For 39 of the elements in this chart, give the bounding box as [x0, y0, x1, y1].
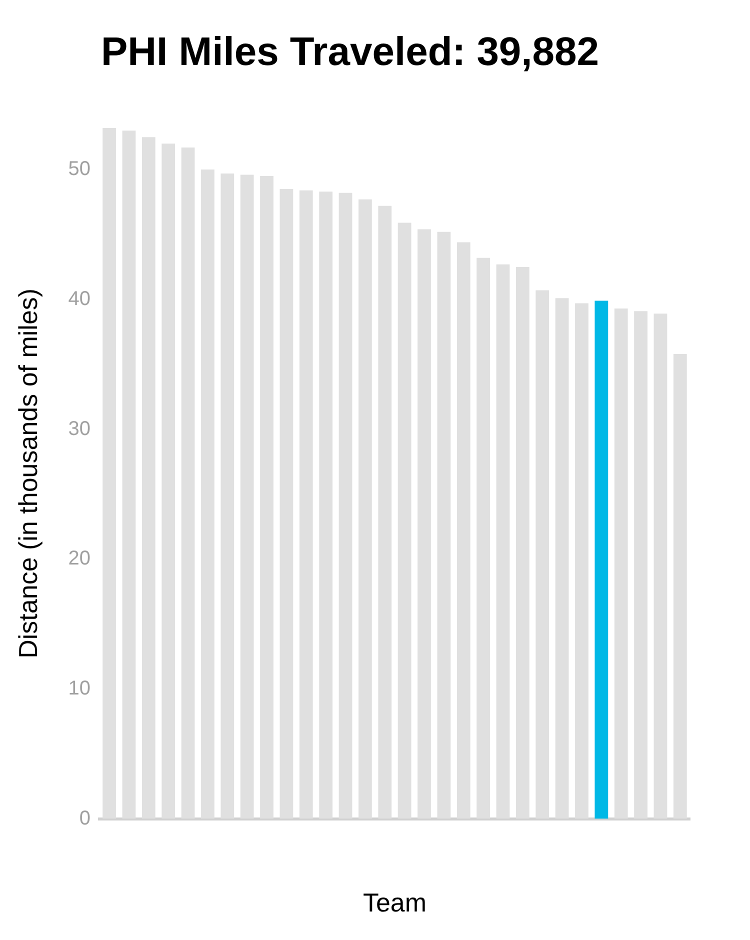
- bar: [162, 144, 176, 819]
- y-tick-label: 30: [68, 418, 90, 440]
- bar: [456, 242, 470, 819]
- bar: [201, 170, 214, 819]
- bar: [418, 229, 431, 819]
- bar: [614, 308, 628, 819]
- y-tick-label: 20: [68, 548, 90, 570]
- bar: [299, 190, 313, 819]
- bar: [142, 137, 156, 819]
- bar: [654, 314, 668, 819]
- bar: [102, 128, 116, 819]
- bar: [555, 298, 569, 819]
- bar: [378, 206, 392, 819]
- chart-title: PHI Miles Traveled: 39,882: [100, 30, 600, 74]
- bar: [594, 300, 608, 819]
- y-tick-label: 40: [68, 288, 90, 310]
- bar: [634, 311, 648, 819]
- bar: [476, 258, 490, 819]
- y-tick-label: 50: [68, 158, 90, 180]
- bar: [319, 192, 333, 819]
- bar: [673, 354, 687, 819]
- y-tick-label: 10: [68, 677, 90, 700]
- bar: [122, 130, 136, 819]
- bar: [536, 290, 550, 819]
- bar: [496, 264, 510, 819]
- bar: [240, 174, 254, 819]
- bar: [398, 222, 412, 819]
- x-axis-title: Team: [362, 888, 427, 918]
- y-axis-title: Distance (in thousands of miles): [12, 288, 43, 658]
- bar: [358, 199, 372, 819]
- bar: [260, 176, 274, 819]
- bar: [575, 303, 588, 819]
- bar: [516, 266, 530, 819]
- bar: [220, 173, 234, 819]
- bar: [437, 232, 451, 819]
- y-tick-label: 0: [79, 807, 90, 830]
- bar: [338, 192, 352, 819]
- bar: [280, 189, 294, 819]
- bar: [181, 147, 195, 819]
